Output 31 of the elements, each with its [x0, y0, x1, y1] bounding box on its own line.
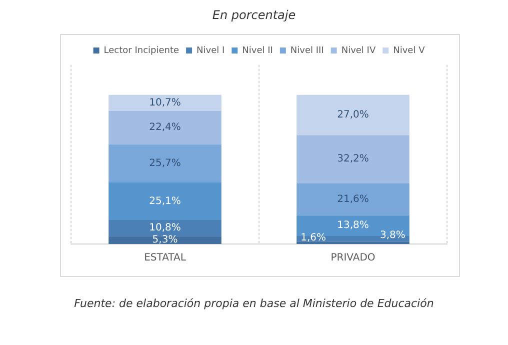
- data-label: 32,2%: [337, 154, 369, 165]
- data-label: 10,8%: [149, 222, 181, 234]
- legend-label: Nivel III: [290, 46, 324, 56]
- data-label: 25,1%: [149, 196, 181, 207]
- legend-label: Nivel IV: [341, 46, 376, 56]
- data-label: 10,7%: [149, 97, 181, 108]
- bar: [108, 182, 222, 220]
- data-label: 21,6%: [337, 194, 369, 205]
- data-label: 5,3%: [152, 234, 178, 246]
- legend-label: Nivel II: [242, 46, 273, 56]
- bar: [108, 220, 222, 236]
- bar: [108, 144, 222, 183]
- data-label: 1,6%: [300, 232, 326, 244]
- data-label: 25,7%: [149, 158, 181, 169]
- bar: [296, 135, 410, 184]
- chart-title: En porcentaje: [211, 8, 297, 22]
- x-tick-label: PRIVADO: [330, 252, 376, 264]
- bar: [296, 94, 410, 136]
- source-note: Fuente: de elaboración propia en base al Ministerio de Educación: [73, 297, 435, 310]
- data-label: 22,4%: [149, 122, 181, 134]
- data-label: 27,0%: [337, 110, 369, 121]
- bar: [108, 236, 222, 244]
- data-label: 3,8%: [380, 230, 406, 242]
- data-label: 13,8%: [337, 220, 369, 232]
- legend-label: Nivel I: [196, 46, 225, 56]
- bar: [296, 183, 410, 216]
- x-tick-label: ESTATAL: [144, 252, 186, 264]
- legend-label: Nivel V: [393, 46, 426, 56]
- legend-label: Lector Incipiente: [104, 46, 180, 56]
- bar: [108, 94, 222, 111]
- bar: [108, 110, 222, 144]
